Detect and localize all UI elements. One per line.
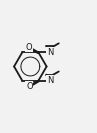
Text: N: N [47,48,53,57]
Text: O: O [26,82,33,91]
Text: N: N [47,76,53,85]
Text: O: O [26,43,32,52]
